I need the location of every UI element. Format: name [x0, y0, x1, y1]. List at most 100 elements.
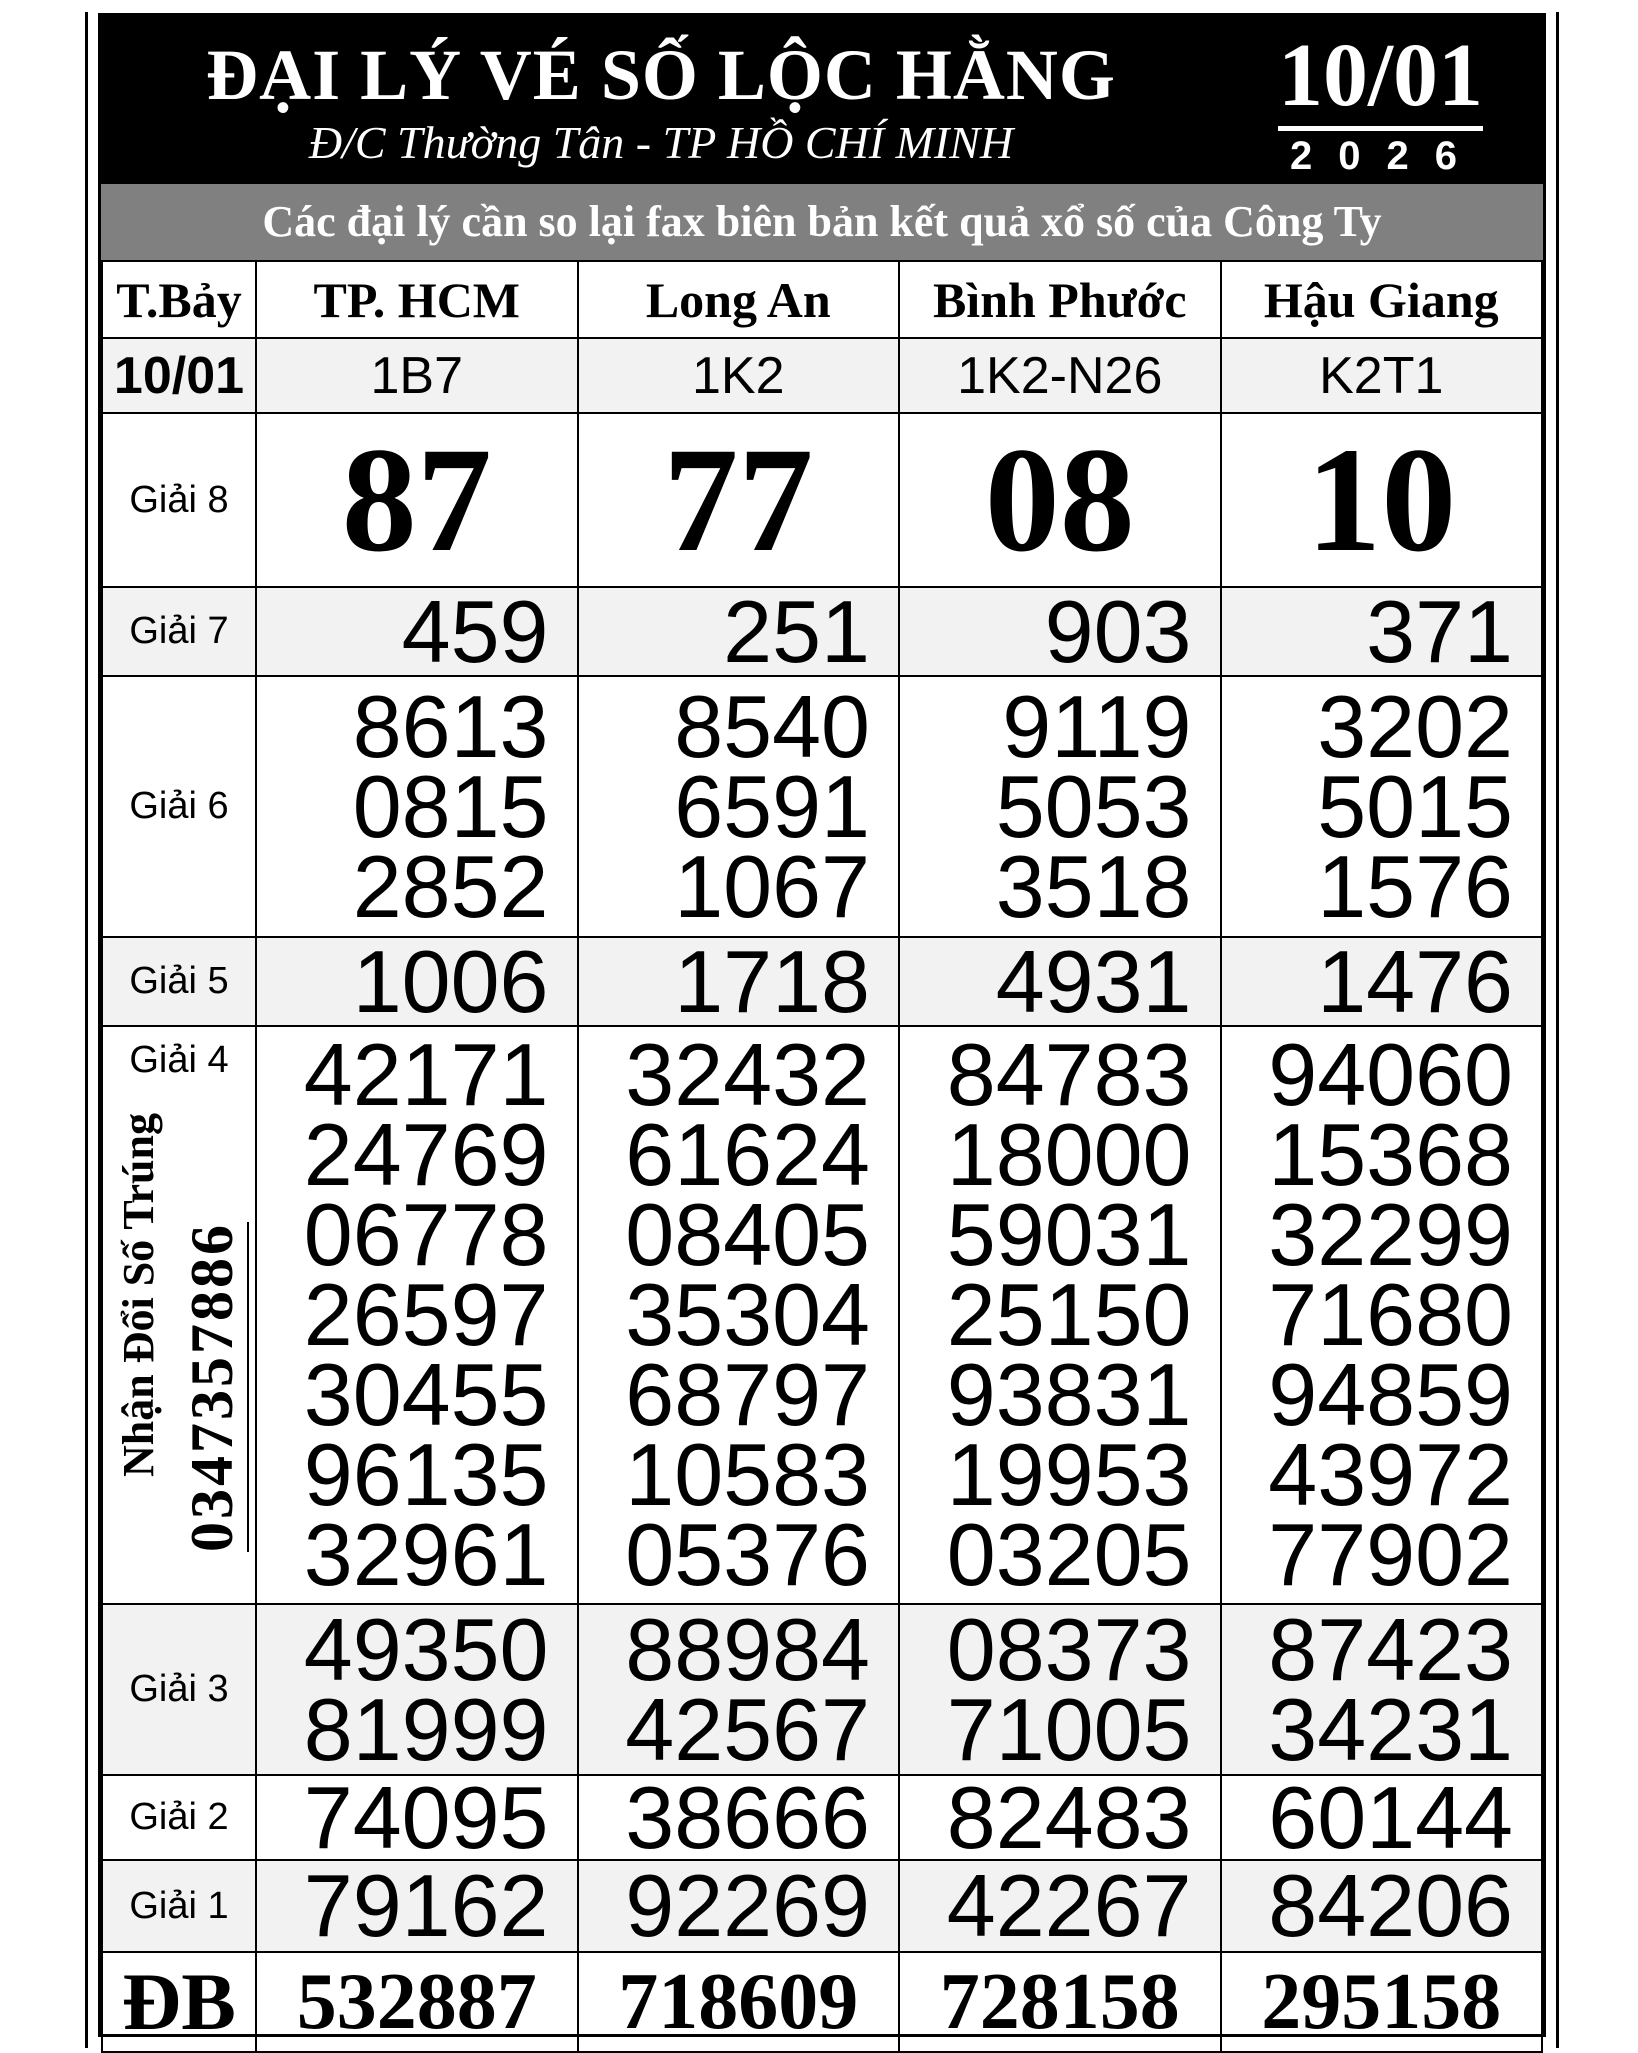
- special-prize: 295158: [1219, 1951, 1543, 2053]
- prize-g3-number: 88984: [625, 1599, 870, 1699]
- prize-g4-number: 35304: [625, 1265, 870, 1364]
- prize-label: Giải 5: [101, 936, 257, 1027]
- prize-g3-number: 08373: [946, 1599, 1192, 1699]
- prize-g3: 87423 34231: [1219, 1599, 1543, 1779]
- prize-g4-number: 32432: [625, 1025, 870, 1124]
- prize-g4-number: 03205: [946, 1505, 1192, 1604]
- ticket-code: 1K2-N26: [898, 337, 1222, 414]
- prize-g4-number: 71680: [1268, 1265, 1513, 1364]
- prize-g4-number: 32299: [1268, 1185, 1513, 1284]
- prize-g4-number: 84783: [946, 1025, 1192, 1124]
- prize-g2: 38666: [576, 1773, 900, 1861]
- prize-g4-number: 94859: [1268, 1345, 1513, 1444]
- prize-g6-number: 6591: [674, 756, 870, 856]
- row-g3: Giải 3 49350 81999 88984 42567 08373 71005 8742…: [101, 1599, 1543, 1779]
- prize-g5: 1006: [255, 936, 579, 1027]
- prize-g4-number: 24769: [303, 1105, 549, 1204]
- right-border: [1556, 12, 1559, 2048]
- province-name: TP. HCM: [255, 260, 579, 339]
- prize-g3-number: 81999: [303, 1679, 549, 1779]
- left-border: [85, 12, 88, 2048]
- prize-g4-number: 19953: [946, 1425, 1192, 1524]
- prize-g6-number: 5053: [995, 756, 1192, 856]
- prize-g7: 903: [898, 586, 1222, 677]
- prize-g4-number: 08405: [625, 1185, 870, 1284]
- prize-g6-number: 9119: [1002, 676, 1192, 776]
- prize-g4-number: 96135: [303, 1425, 549, 1524]
- row-g4: Giải 4 Nhận Đổi Số Trúng 0347357886 42171 24…: [101, 1025, 1543, 1605]
- prize-g5: 4931: [898, 936, 1222, 1027]
- prize-label: Giải 1: [101, 1859, 257, 1953]
- prize-g4-number: 68797: [625, 1345, 870, 1444]
- prize-g4-number: 43972: [1268, 1425, 1513, 1524]
- prize-g4-number: 26597: [303, 1265, 549, 1364]
- row-g5: Giải 5 1006 1718 4931 1476: [101, 936, 1543, 1027]
- prize-g2: 74095: [255, 1773, 579, 1861]
- prize-g6-number: 3202: [1317, 676, 1513, 776]
- prize-g8: 10: [1219, 412, 1543, 588]
- prize-g4-number: 61624: [625, 1105, 870, 1204]
- province-name: Long An: [576, 260, 900, 339]
- prize-g6-number: 0815: [352, 756, 549, 856]
- special-prize: 532887: [255, 1951, 579, 2053]
- prize-g5: 1718: [576, 936, 900, 1027]
- prize-label: Giải 7: [101, 586, 257, 677]
- special-prize: 718609: [576, 1951, 900, 2053]
- prize-g4-number: 59031: [946, 1185, 1192, 1284]
- prize-g4-label-cell: Giải 4 Nhận Đổi Số Trúng 0347357886: [101, 1025, 257, 1605]
- prize-g6-number: 1576: [1317, 836, 1513, 936]
- prize-g7: 459: [255, 586, 579, 677]
- prize-g4: 94060 15368 32299 71680 94859 43972 77902: [1219, 1025, 1543, 1605]
- ticket-code: 1B7: [255, 337, 579, 414]
- row-g6: Giải 6 8613 0815 2852 8540 6591 1067 9119 5053 35…: [101, 675, 1543, 938]
- draw-year: 2026: [1290, 134, 1483, 178]
- prize-g8: 77: [576, 412, 900, 588]
- prize-g4-number: 06778: [303, 1185, 549, 1284]
- prize-g6-number: 3518: [995, 836, 1192, 936]
- weekday: T.Bảy: [101, 260, 257, 339]
- prize-g4-number: 42171: [303, 1025, 549, 1124]
- prize-g4: 32432 61624 08405 35304 68797 10583 05376: [576, 1025, 900, 1605]
- prize-g4: 84783 18000 59031 25150 93831 19953 03205: [898, 1025, 1222, 1605]
- province-name: Bình Phước: [898, 260, 1222, 339]
- prize-g6-number: 2852: [352, 836, 549, 936]
- prize-g7: 371: [1219, 586, 1543, 677]
- province-name: Hậu Giang: [1219, 260, 1543, 339]
- prize-g3: 88984 42567: [576, 1599, 900, 1776]
- redeem-text: Nhận Đổi Số Trúng: [114, 1113, 163, 1477]
- special-prize: 728158: [898, 1951, 1222, 2053]
- agency-title: ĐẠI LÝ VÉ SỐ LỘC HẰNG: [206, 35, 1116, 115]
- prize-g2: 60144: [1219, 1773, 1543, 1861]
- row-code: 10/01 1B7 1K2 1K2-N26 K2T1: [101, 337, 1543, 414]
- prize-g8: 87: [255, 412, 579, 588]
- prize-g4-number: 94060: [1268, 1025, 1513, 1124]
- phone-number: 0347357886: [178, 1222, 249, 1552]
- prize-g6-number: 8613: [352, 676, 549, 776]
- prize-label: Giải 4: [129, 1039, 229, 1081]
- prize-g3-number: 34231: [1268, 1679, 1513, 1779]
- prize-label: Giải 2: [101, 1774, 257, 1861]
- prize-g3-number: 87423: [1268, 1599, 1513, 1699]
- weekday-date: 10/01: [101, 337, 257, 414]
- row-db: ĐB 532887 718609 728158 295158: [101, 1951, 1543, 2053]
- prize-g3: 49350 81999: [255, 1603, 579, 1779]
- prize-label: Giải 3: [101, 1603, 257, 1776]
- prize-g6: 9119 5053 3518: [898, 675, 1222, 938]
- prize-label: Giải 6: [101, 675, 257, 938]
- prize-g5: 1476: [1219, 936, 1543, 1027]
- notice-bar: Các đại lý cần so lại fax biên bản kết q…: [101, 184, 1543, 260]
- prize-g6: 8613 0815 2852: [255, 675, 579, 938]
- row-g7: Giải 7 459 251 903 371: [101, 586, 1543, 677]
- prize-g6-number: 1067: [674, 836, 870, 936]
- prize-g4-number: 05376: [625, 1505, 870, 1604]
- prize-g4-number: 18000: [946, 1105, 1192, 1204]
- ticket-code: K2T1: [1219, 337, 1543, 414]
- prize-g7: 251: [576, 586, 900, 677]
- draw-date: 10/01: [1277, 26, 1483, 131]
- prize-g4-number: 25150: [946, 1265, 1192, 1364]
- lottery-sheet: ĐẠI LÝ VÉ SỐ LỘC HẰNG Đ/C Thường Tân - T…: [98, 13, 1546, 2053]
- row-g8: Giải 8 87 77 08 10: [101, 412, 1543, 588]
- prize-g4-number: 10583: [625, 1425, 870, 1524]
- prize-g4-number: 93831: [946, 1345, 1192, 1444]
- prize-g4-number: 32961: [303, 1505, 549, 1604]
